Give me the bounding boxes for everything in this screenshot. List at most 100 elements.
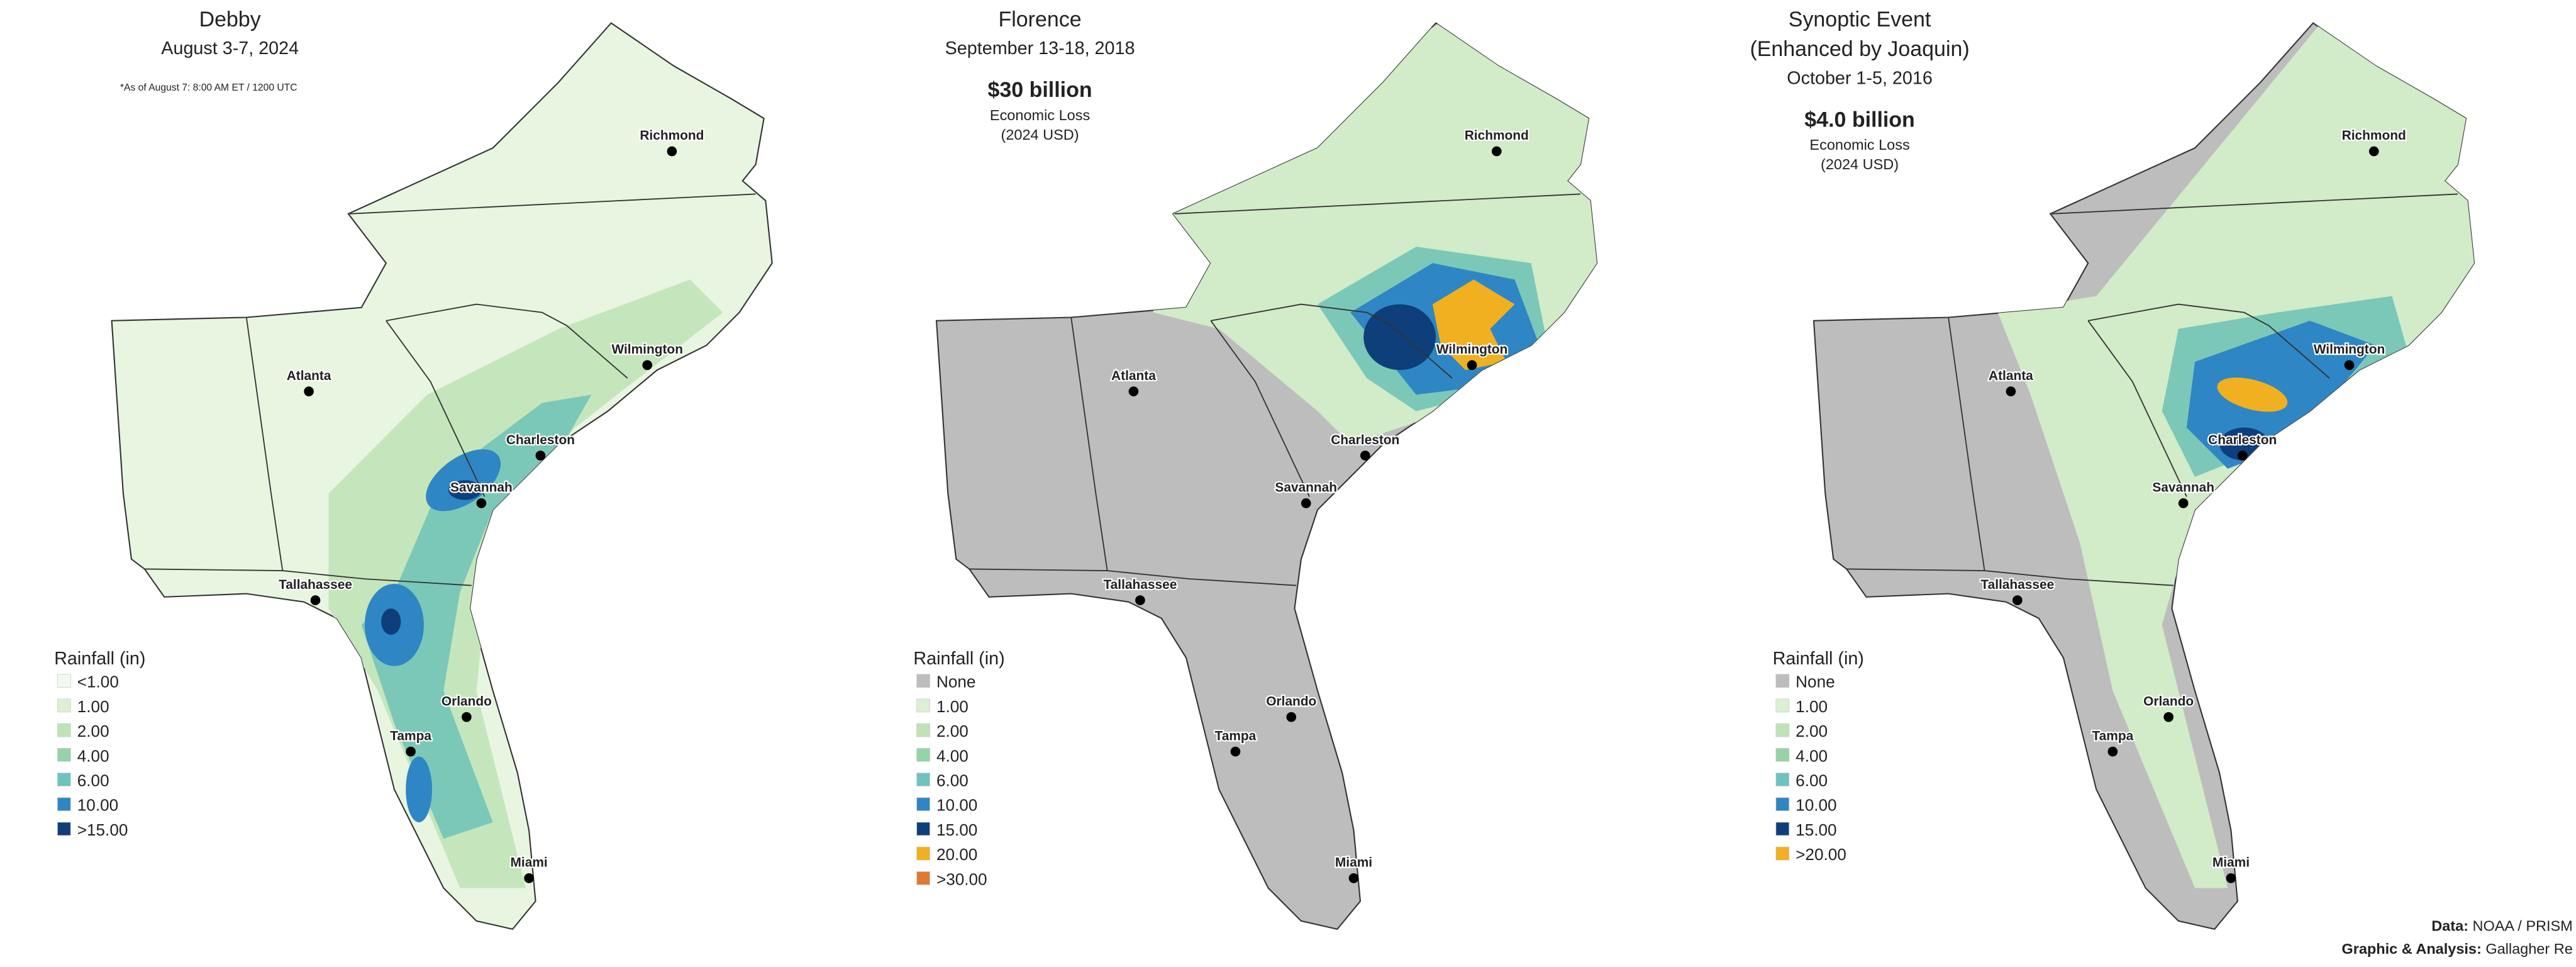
city-dot (2344, 360, 2355, 371)
legend-swatch (1775, 674, 1790, 688)
loss-label: Economic Loss (1809, 137, 1909, 153)
legend-label: 4.00 (77, 746, 109, 765)
loss-unit: (2024 USD) (1821, 156, 1899, 172)
city-dot (462, 712, 472, 722)
economic-loss: $30 billion (988, 78, 1092, 102)
city-dot (2237, 450, 2248, 461)
credit-label: Data: (2431, 917, 2468, 934)
city-label: Wilmington (2314, 342, 2385, 357)
economic-loss: $4.0 billion (1804, 108, 1915, 131)
city-dot (310, 595, 321, 605)
legend-swatch (57, 674, 71, 688)
city-dot (1230, 746, 1241, 757)
legend-swatch (916, 698, 930, 713)
credit-label: Graphic & Analysis: (2341, 941, 2481, 957)
city-dot (1348, 873, 1359, 883)
legend-label: >15.00 (77, 820, 128, 839)
legend-swatch (916, 846, 930, 861)
city-label: Atlanta (287, 369, 331, 383)
legend-label: 6.00 (77, 771, 109, 790)
city-label: Savannah (450, 481, 513, 495)
legend-label: 4.00 (936, 746, 969, 765)
city-label: Savannah (1275, 481, 1337, 495)
legend-label: 2.00 (936, 722, 969, 741)
legend-title: Rainfall (in) (913, 649, 1004, 669)
legend-swatch (57, 797, 71, 812)
legend-swatch (916, 723, 930, 737)
city-label: Charleston (2208, 433, 2277, 447)
city-dot (2012, 595, 2023, 605)
city-label: Richmond (1465, 128, 1529, 143)
city-dot (535, 450, 546, 461)
legend-label: <1.00 (77, 673, 119, 691)
map-florence (935, 22, 1598, 931)
panel-subtitle: September 13-18, 2018 (945, 38, 1135, 59)
city-label: Tampa (2092, 729, 2133, 743)
legend-swatch (1775, 747, 1790, 762)
legend-swatch (916, 773, 930, 786)
city-dot (1360, 450, 1370, 461)
city-label: Savannah (2152, 481, 2214, 495)
city-dot (2178, 498, 2189, 508)
city-label: Tallahassee (279, 578, 352, 592)
legend-swatch (1775, 698, 1790, 713)
legend-swatch (1775, 723, 1790, 737)
city-label: Atlanta (1989, 369, 2033, 383)
panel-title: (Enhanced by Joaquin) (1750, 37, 1969, 61)
legend-swatch (916, 871, 930, 885)
legend-label: 10.00 (77, 796, 118, 815)
legend-label: 6.00 (1796, 771, 1828, 790)
city-dot (304, 386, 314, 396)
city-label: Wilmington (611, 342, 682, 357)
legend-label: 1.00 (1796, 697, 1828, 716)
legend-label: 2.00 (77, 722, 109, 741)
city-label: Orlando (1266, 694, 1316, 708)
legend-swatch (916, 822, 930, 836)
city-dot (1467, 360, 1477, 371)
legend-swatch (57, 723, 71, 737)
city-dot (1135, 595, 1145, 605)
panel-subtitle: August 3-7, 2024 (161, 38, 299, 59)
legend-label: 2.00 (1796, 722, 1828, 741)
legend-label: >20.00 (1796, 845, 1846, 864)
legend-swatch (57, 773, 71, 786)
city-label: Orlando (2143, 694, 2194, 708)
panel-subtitle: October 1-5, 2016 (1787, 68, 1933, 88)
city-label: Miami (2212, 856, 2250, 870)
panel-title: Synoptic Event (1789, 8, 1931, 31)
legend-label: 10.00 (1796, 796, 1836, 815)
city-label: Tampa (390, 729, 431, 743)
legend-swatch (1775, 822, 1790, 836)
legend-swatch (1775, 797, 1790, 812)
legend-label: 6.00 (936, 771, 969, 790)
legend-label: 10.00 (936, 796, 977, 815)
city-label: Miami (1335, 856, 1372, 870)
legend-swatch (916, 797, 930, 812)
city-label: Tampa (1215, 729, 1257, 743)
legend-label: 15.00 (936, 820, 977, 839)
panel-note: *As of August 7: 8:00 AM ET / 1200 UTC (120, 82, 297, 93)
city-label: Miami (511, 856, 548, 870)
credit-value: NOAA / PRISM (2472, 917, 2572, 934)
city-dot (406, 746, 416, 757)
legend-label: 20.00 (936, 845, 977, 864)
legend-label: 1.00 (77, 697, 109, 716)
legend-title: Rainfall (in) (54, 649, 145, 669)
legend-label: 4.00 (1796, 746, 1828, 765)
city-dot (2006, 386, 2016, 396)
legend-swatch (916, 674, 930, 688)
city-label: Richmond (640, 128, 704, 143)
credit-value: Gallagher Re (2485, 941, 2572, 957)
city-label: Atlanta (1111, 369, 1156, 383)
graphic-credit: Graphic & Analysis: Gallagher Re (2341, 941, 2572, 957)
city-dot (1301, 498, 1311, 508)
legend-label: None (936, 673, 975, 691)
city-dot (1286, 712, 1297, 722)
legend-label: 1.00 (936, 697, 969, 716)
city-dot (524, 873, 534, 883)
city-dot (1128, 386, 1139, 396)
loss-unit: (2024 USD) (1001, 126, 1079, 143)
legend-label: 15.00 (1796, 820, 1836, 839)
